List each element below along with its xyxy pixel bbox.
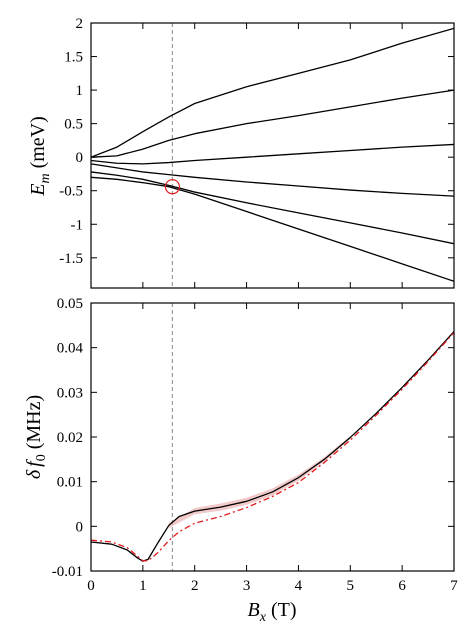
energy-series-4 xyxy=(91,163,454,197)
frequency-shift-frame xyxy=(90,302,455,572)
energy-ytick-label: -0.5 xyxy=(59,184,83,200)
energy-levels-ticks: 2 1.5 1 0.5 0 -0.5 -1 -1.5 xyxy=(59,16,455,288)
uncertainty-band xyxy=(168,436,351,529)
shift-xtick-label: 3 xyxy=(243,578,251,594)
energy-ytick-label: -1 xyxy=(71,217,84,233)
energy-levels-frame xyxy=(90,22,455,289)
energy-series-5 xyxy=(91,171,454,245)
shift-ytick-label: 0.04 xyxy=(57,341,84,357)
energy-levels-plot-area xyxy=(91,23,454,288)
frequency-shift-plot-area xyxy=(91,303,454,571)
field-symbol: B xyxy=(248,599,260,621)
shift-series-2 xyxy=(91,332,454,562)
shift-series-1 xyxy=(91,331,454,562)
energy-series-6 xyxy=(91,176,454,282)
delta-symbol: δ xyxy=(23,469,45,479)
energy-series-2 xyxy=(91,89,454,158)
energy-ytick-label: 2 xyxy=(76,16,84,32)
shift-xtick-label: 2 xyxy=(191,578,199,594)
frequency-shift-ticks: 0.050.040.030.020.010-0.010 1 2 3 4 5 6 7 xyxy=(52,296,459,594)
energy-series-group xyxy=(91,23,454,288)
field-subscript: x xyxy=(259,610,267,625)
energy-symbol: E xyxy=(27,184,49,197)
x-axis-title: Bx (T) xyxy=(248,599,297,625)
energy-ytick-label: 1.5 xyxy=(64,50,83,66)
energy-series-3 xyxy=(91,143,454,165)
shift-xtick-label: 1 xyxy=(139,578,147,594)
shift-ytick-label: -0.01 xyxy=(52,564,83,580)
frequency-symbol: f xyxy=(23,459,45,467)
shift-xtick-label: 6 xyxy=(398,578,406,594)
shift-xtick-label: 5 xyxy=(347,578,355,594)
energy-ytick-label: 1 xyxy=(76,83,84,99)
shift-ytick-label: 0 xyxy=(76,519,84,535)
field-unit: (T) xyxy=(271,599,297,621)
energy-levels-panel: 2 1.5 1 0.5 0 -0.5 -1 -1.5 Em (meV) xyxy=(27,16,455,289)
energy-ytick-label: 0.5 xyxy=(64,117,83,133)
shift-xtick-label: 4 xyxy=(295,578,303,594)
shift-ytick-label: 0.05 xyxy=(57,296,83,312)
frequency-shift-panel: 0.050.040.030.020.010-0.010 1 2 3 4 5 6 7 δf0 (… xyxy=(23,296,458,625)
frequency-shift-y-axis-title: δf0 (MHz) xyxy=(23,395,49,479)
frequency-subscript: 0 xyxy=(34,454,49,461)
shift-xtick-label: 0 xyxy=(87,578,95,594)
crossing-marker-circle xyxy=(164,179,181,195)
shift-ytick-label: 0.03 xyxy=(57,385,83,401)
energy-series-1 xyxy=(91,27,454,158)
energy-ytick-label: 0 xyxy=(76,150,84,166)
energy-unit: (meV) xyxy=(27,116,49,168)
shift-series-group xyxy=(91,303,454,571)
shift-ytick-label: 0.01 xyxy=(57,475,83,491)
energy-levels-y-axis-title: Em (meV) xyxy=(27,116,53,197)
shift-xtick-label: 7 xyxy=(450,578,458,594)
frequency-unit: (MHz) xyxy=(23,395,45,449)
energy-ytick-label: -1.5 xyxy=(59,251,83,267)
shift-ytick-label: 0.02 xyxy=(57,430,83,446)
energy-subscript: m xyxy=(38,173,53,183)
